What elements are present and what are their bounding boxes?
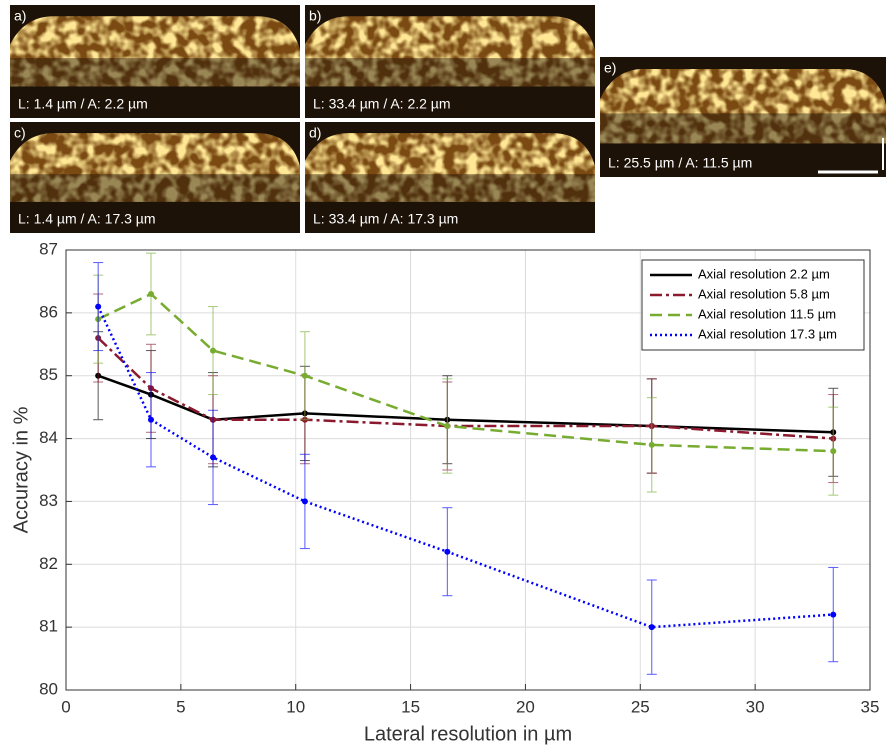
tissue-texture bbox=[305, 133, 595, 202]
panel-letter: b) bbox=[309, 8, 321, 24]
y-tick-label: 84 bbox=[39, 428, 58, 447]
tissue-fade bbox=[600, 113, 886, 144]
y-tick-label: 81 bbox=[39, 617, 58, 636]
point bbox=[444, 423, 451, 429]
panel-label: L: 25.5 µm / A: 11.5 µm bbox=[608, 155, 752, 171]
point bbox=[648, 441, 655, 448]
point bbox=[830, 611, 837, 618]
point bbox=[301, 498, 308, 505]
legend-label: Axial resolution 11.5 µm bbox=[698, 306, 836, 321]
panel-letter: c) bbox=[14, 125, 26, 141]
tissue-fade bbox=[305, 58, 595, 87]
point bbox=[444, 548, 451, 555]
point bbox=[147, 291, 154, 297]
x-tick-label: 30 bbox=[746, 697, 765, 716]
tissue-fade bbox=[305, 174, 595, 202]
point bbox=[830, 448, 837, 455]
image-panel: d) L: 33.4 µm / A: 17.3 µm bbox=[305, 122, 595, 233]
point bbox=[648, 624, 655, 631]
legend: Axial resolution 2.2 µm Axial resolution … bbox=[641, 259, 865, 351]
y-tick-label: 86 bbox=[39, 302, 58, 321]
legend-label: Axial resolution 2.2 µm bbox=[698, 266, 830, 281]
point bbox=[95, 303, 102, 310]
point bbox=[301, 372, 308, 379]
tissue-texture bbox=[10, 133, 300, 202]
panel-letter: a) bbox=[14, 8, 26, 24]
panel-label: L: 1.4 µm / A: 2.2 µm bbox=[18, 96, 148, 112]
image-panel: b) L: 33.4 µm / A: 2.2 µm bbox=[305, 5, 595, 118]
y-tick-label: 83 bbox=[39, 491, 58, 510]
point bbox=[210, 347, 217, 354]
legend-label: Axial resolution 17.3 µm bbox=[698, 326, 837, 341]
tissue-texture bbox=[600, 69, 886, 144]
point bbox=[147, 416, 154, 423]
image-panel: e) L: 25.5 µm / A: 11.5 µm bbox=[600, 57, 886, 177]
x-tick-label: 25 bbox=[631, 697, 650, 716]
x-tick-label: 0 bbox=[61, 697, 70, 716]
point bbox=[210, 454, 217, 461]
y-axis-label: Accuracy in % bbox=[10, 406, 32, 533]
x-axis-label: Lateral resolution in µm bbox=[364, 723, 572, 745]
image-panel: c) L: 1.4 µm / A: 17.3 µm bbox=[10, 122, 300, 233]
plot-frame bbox=[65, 249, 871, 691]
y-tick-label: 80 bbox=[39, 679, 58, 698]
x-tick-label: 20 bbox=[516, 697, 535, 716]
panel-label: L: 33.4 µm / A: 2.2 µm bbox=[313, 96, 451, 112]
y-tick-label: 85 bbox=[39, 365, 58, 384]
tissue-texture bbox=[10, 16, 300, 87]
x-tick-label: 5 bbox=[176, 697, 185, 716]
chart: Accuracy in % Lateral resolution in µm 8… bbox=[10, 239, 879, 745]
image-panels: a) L: 1.4 µm / A: 2.2 µm b) L: 33.4 µm / A:… bbox=[10, 5, 886, 233]
x-tick-label: 35 bbox=[861, 697, 880, 716]
tissue-texture bbox=[305, 16, 595, 87]
panel-label: L: 1.4 µm / A: 17.3 µm bbox=[18, 211, 156, 227]
legend-label: Axial resolution 5.8 µm bbox=[698, 286, 830, 301]
y-tick-label: 82 bbox=[39, 554, 58, 573]
panel-letter: e) bbox=[604, 60, 616, 76]
image-panel: a) L: 1.4 µm / A: 2.2 µm bbox=[10, 5, 300, 118]
x-tick-label: 10 bbox=[286, 697, 305, 716]
y-tick-label: 87 bbox=[39, 239, 58, 258]
x-tick-label: 15 bbox=[401, 697, 420, 716]
tissue-fade bbox=[10, 174, 300, 202]
panel-letter: d) bbox=[309, 125, 321, 141]
tissue-fade bbox=[10, 58, 300, 87]
panel-label: L: 33.4 µm / A: 17.3 µm bbox=[313, 211, 458, 227]
